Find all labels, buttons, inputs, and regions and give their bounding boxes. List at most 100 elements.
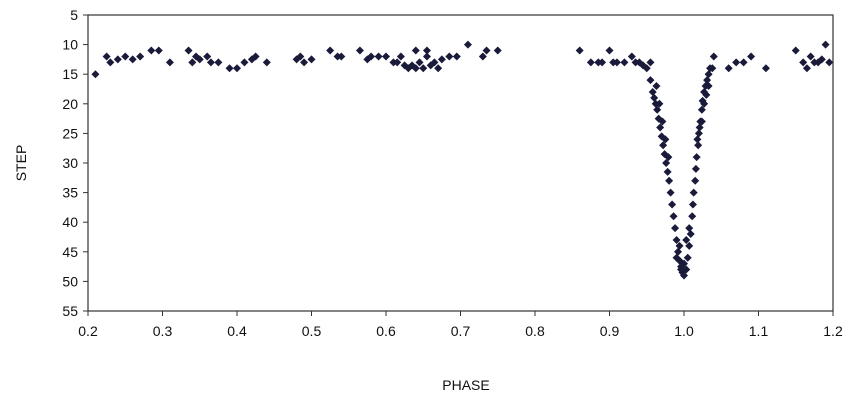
x-tick-label: 0.7: [451, 323, 471, 339]
x-tick-label: 0.5: [302, 323, 322, 339]
data-point: [671, 224, 680, 233]
data-point: [307, 55, 316, 64]
data-point: [437, 55, 446, 64]
data-point: [693, 135, 702, 144]
data-point: [646, 58, 655, 67]
data-point: [620, 58, 629, 67]
x-tick-label: 0.2: [78, 323, 98, 339]
data-point: [493, 46, 502, 55]
data-point: [700, 99, 709, 108]
x-tick-label: 1.1: [749, 323, 769, 339]
data-point: [664, 153, 673, 162]
data-point: [206, 58, 215, 67]
data-point: [337, 52, 346, 61]
data-point: [821, 40, 830, 49]
data-point: [685, 224, 694, 233]
data-point: [806, 52, 815, 61]
data-point: [147, 46, 156, 55]
data-point: [136, 52, 145, 61]
data-point: [478, 52, 487, 61]
data-point: [791, 46, 800, 55]
data-point: [685, 241, 694, 250]
data-point: [575, 46, 584, 55]
data-point: [102, 52, 111, 61]
data-point: [411, 64, 420, 73]
data-point: [694, 141, 703, 150]
data-point: [704, 82, 713, 91]
data-point: [704, 70, 713, 79]
data-point: [747, 52, 756, 61]
data-point: [422, 52, 431, 61]
data-point: [113, 55, 122, 64]
data-point: [367, 52, 376, 61]
data-point: [655, 99, 664, 108]
y-tick-label: 30: [62, 155, 78, 171]
x-tick-label: 0.3: [153, 323, 173, 339]
data-point: [240, 58, 249, 67]
data-point: [652, 82, 661, 91]
y-tick-label: 5: [70, 7, 78, 23]
y-tick-label: 40: [62, 214, 78, 230]
data-point: [661, 135, 670, 144]
x-tick-label: 0.4: [227, 323, 247, 339]
data-point: [677, 265, 686, 274]
data-point: [697, 105, 706, 114]
data-point: [188, 58, 197, 67]
data-point: [674, 247, 683, 256]
data-point: [680, 271, 688, 280]
data-point: [659, 141, 668, 150]
data-point: [672, 253, 681, 262]
data-point: [702, 90, 711, 99]
data-point: [165, 58, 174, 67]
data-point: [708, 64, 717, 73]
data-point: [300, 58, 309, 67]
data-point: [724, 64, 733, 73]
data-point: [355, 46, 364, 55]
data-point: [415, 58, 424, 67]
data-point: [653, 105, 662, 114]
y-tick-label: 50: [62, 273, 78, 289]
data-point: [666, 188, 675, 197]
data-point: [374, 52, 383, 61]
data-point: [656, 123, 665, 132]
data-point: [668, 200, 677, 209]
data-point: [648, 87, 657, 96]
data-point: [128, 55, 137, 64]
data-point: [642, 64, 651, 73]
data-point: [732, 58, 741, 67]
data-point: [382, 52, 390, 61]
data-point: [683, 253, 692, 262]
data-point: [695, 123, 704, 132]
data-point: [463, 40, 472, 49]
data-points: [91, 40, 834, 280]
data-point: [658, 117, 667, 126]
data-point: [411, 46, 420, 55]
y-tick-label: 10: [62, 37, 78, 53]
data-point: [154, 46, 163, 55]
x-tick-label: 0.9: [600, 323, 620, 339]
data-point: [672, 235, 681, 244]
data-point: [682, 265, 691, 274]
y-tick-label: 25: [62, 125, 78, 141]
data-point: [612, 58, 621, 67]
y-tick-label: 55: [62, 303, 78, 319]
y-axis-title: STEP: [13, 145, 29, 182]
x-tick-label: 1.0: [674, 323, 694, 339]
data-point: [225, 64, 234, 73]
data-point: [665, 176, 674, 185]
data-point: [799, 58, 808, 67]
x-tick-label: 0.8: [525, 323, 545, 339]
data-point: [296, 52, 305, 61]
data-point: [709, 52, 718, 61]
data-point: [646, 76, 655, 85]
data-point: [688, 200, 697, 209]
x-axis-title: PHASE: [442, 377, 489, 393]
data-point: [817, 55, 826, 64]
data-point: [605, 46, 614, 55]
data-point: [627, 52, 636, 61]
data-point: [482, 46, 491, 55]
data-point: [262, 58, 271, 67]
data-point: [825, 58, 834, 67]
data-point: [184, 46, 193, 55]
